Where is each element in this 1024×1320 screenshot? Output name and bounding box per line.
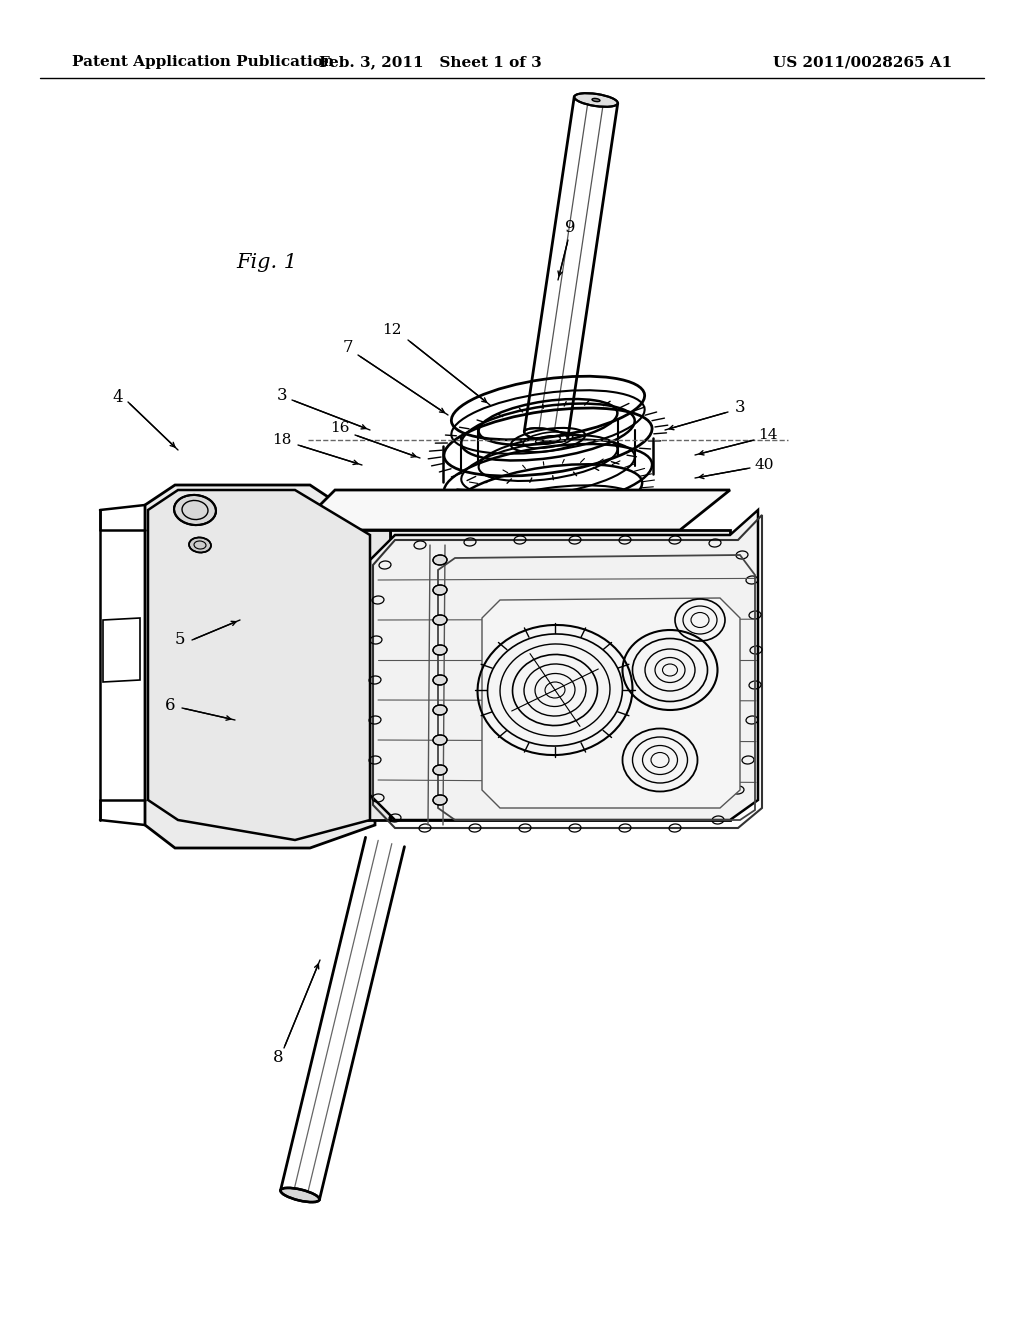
Ellipse shape bbox=[174, 495, 216, 525]
Polygon shape bbox=[482, 598, 740, 808]
Text: 8: 8 bbox=[272, 1049, 284, 1067]
Ellipse shape bbox=[433, 735, 447, 744]
Ellipse shape bbox=[189, 537, 211, 553]
Ellipse shape bbox=[433, 554, 447, 565]
Ellipse shape bbox=[524, 428, 567, 442]
Text: 16: 16 bbox=[331, 421, 350, 436]
Polygon shape bbox=[295, 531, 390, 820]
Ellipse shape bbox=[592, 99, 600, 102]
Ellipse shape bbox=[281, 1188, 319, 1203]
Text: 4: 4 bbox=[113, 389, 123, 407]
Text: Feb. 3, 2011   Sheet 1 of 3: Feb. 3, 2011 Sheet 1 of 3 bbox=[318, 55, 542, 69]
Ellipse shape bbox=[433, 705, 447, 715]
Polygon shape bbox=[148, 490, 370, 840]
Ellipse shape bbox=[433, 766, 447, 775]
Polygon shape bbox=[145, 484, 375, 847]
Ellipse shape bbox=[433, 675, 447, 685]
Ellipse shape bbox=[433, 615, 447, 624]
Ellipse shape bbox=[433, 645, 447, 655]
Polygon shape bbox=[390, 531, 730, 820]
Text: 12: 12 bbox=[382, 323, 401, 337]
Polygon shape bbox=[370, 510, 758, 820]
Text: US 2011/0028265 A1: US 2011/0028265 A1 bbox=[773, 55, 952, 69]
Polygon shape bbox=[295, 490, 730, 531]
Text: Fig. 1: Fig. 1 bbox=[237, 252, 298, 272]
Polygon shape bbox=[103, 618, 140, 682]
Text: 5: 5 bbox=[175, 631, 185, 648]
Text: 6: 6 bbox=[165, 697, 175, 714]
Text: 3: 3 bbox=[734, 400, 745, 417]
Text: Patent Application Publication: Patent Application Publication bbox=[72, 55, 334, 69]
Text: 9: 9 bbox=[565, 219, 575, 236]
Text: 14: 14 bbox=[758, 428, 778, 442]
Ellipse shape bbox=[433, 585, 447, 595]
Text: 7: 7 bbox=[343, 339, 353, 356]
Text: 40: 40 bbox=[755, 458, 774, 473]
Text: 18: 18 bbox=[272, 433, 292, 447]
Ellipse shape bbox=[433, 795, 447, 805]
Ellipse shape bbox=[574, 94, 617, 107]
Text: 3: 3 bbox=[276, 387, 288, 404]
